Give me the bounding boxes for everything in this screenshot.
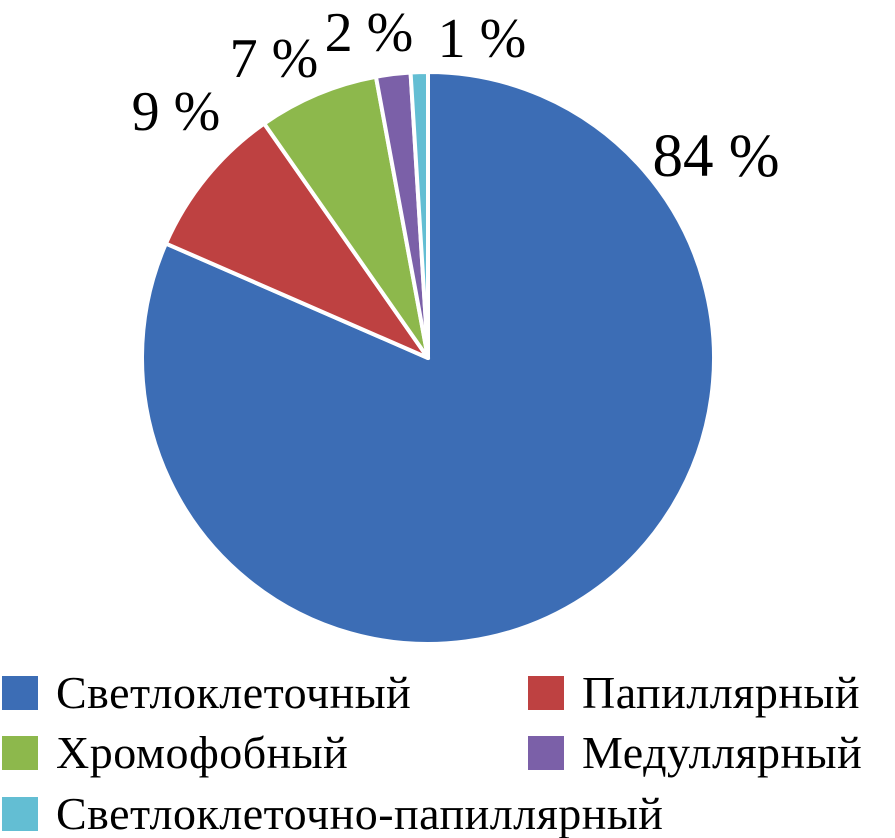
legend-swatch-clearcell (2, 676, 38, 710)
pie-slice (163, 121, 430, 360)
slice-value-label-chromophobe: 7 % (230, 28, 319, 90)
legend-label-medullary: Медуллярный (582, 727, 863, 778)
slice-value-label-clearcell-papillary: 1 % (438, 8, 527, 70)
legend-item-clearcell: Светлоклеточный (2, 670, 411, 716)
legend-swatch-chromophobe (2, 736, 38, 770)
legend-item-clearcell-papillary: Светлоклеточно-папиллярный (2, 791, 663, 837)
legend-label-clearcell: Светлоклеточный (56, 667, 412, 718)
slice-value-label-papillary: 9 % (132, 81, 221, 143)
legend-label-clearcell-papillary: Светлоклеточно-папиллярный (56, 788, 664, 838)
slice-value-label-medullary: 2 % (325, 2, 414, 64)
pie-slices (140, 69, 716, 646)
legend-swatch-clearcell-papillary (2, 797, 38, 831)
legend-item-papillary: Папиллярный (528, 670, 860, 716)
legend-item-medullary: Медуллярный (528, 730, 862, 776)
legend-item-chromophobe: Хромофобный (2, 730, 348, 776)
pie-slice (408, 69, 430, 360)
slice-value-label-clearcell: 84 % (652, 123, 779, 190)
legend-label-chromophobe: Хромофобный (56, 727, 349, 778)
legend-swatch-papillary (528, 676, 564, 710)
legend-label-papillary: Папиллярный (582, 667, 860, 718)
legend-swatch-medullary (528, 736, 564, 770)
pie-chart: 84 % 9 % 7 % 2 % 1 % (132, 2, 780, 646)
